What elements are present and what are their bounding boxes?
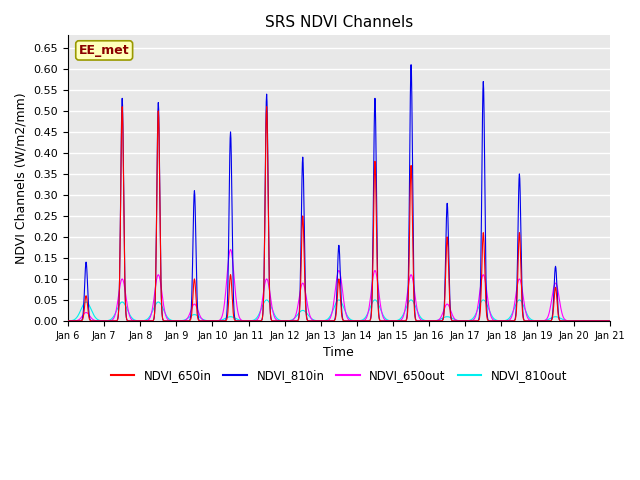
NDVI_810out: [172, 318, 179, 324]
Line: NDVI_650out: NDVI_650out: [68, 250, 609, 321]
NDVI_810out: [245, 318, 253, 324]
Legend: NDVI_650in, NDVI_810in, NDVI_650out, NDVI_810out: NDVI_650in, NDVI_810in, NDVI_650out, NDV…: [106, 364, 572, 386]
Title: SRS NDVI Channels: SRS NDVI Channels: [265, 15, 413, 30]
NDVI_810in: [541, 318, 549, 324]
NDVI_810in: [172, 318, 179, 324]
Y-axis label: NDVI Channels (W/m2/mm): NDVI Channels (W/m2/mm): [15, 92, 28, 264]
Line: NDVI_810out: NDVI_810out: [68, 300, 609, 321]
Line: NDVI_650in: NDVI_650in: [68, 107, 609, 321]
NDVI_810out: [493, 318, 501, 324]
NDVI_810in: [423, 318, 431, 324]
NDVI_650out: [184, 314, 192, 320]
NDVI_650in: [172, 318, 179, 324]
NDVI_810in: [407, 62, 415, 68]
NDVI_810out: [541, 317, 549, 323]
NDVI_650out: [227, 247, 234, 252]
NDVI_650in: [541, 318, 549, 324]
NDVI_810in: [493, 318, 501, 324]
NDVI_810out: [423, 318, 431, 324]
X-axis label: Time: Time: [323, 346, 354, 359]
NDVI_650in: [493, 318, 501, 324]
NDVI_810out: [605, 318, 613, 324]
NDVI_810out: [371, 297, 379, 303]
NDVI_650in: [185, 318, 193, 324]
NDVI_650out: [493, 318, 501, 324]
NDVI_810in: [605, 318, 613, 324]
NDVI_650in: [64, 318, 72, 324]
NDVI_650in: [118, 104, 126, 109]
Text: EE_met: EE_met: [79, 44, 129, 57]
NDVI_650out: [605, 318, 613, 324]
NDVI_650in: [423, 318, 431, 324]
NDVI_810in: [64, 318, 72, 324]
NDVI_650in: [605, 318, 613, 324]
NDVI_650out: [64, 318, 72, 324]
NDVI_810out: [64, 318, 72, 324]
NDVI_650out: [541, 317, 549, 323]
NDVI_810in: [245, 318, 253, 324]
NDVI_650out: [172, 318, 179, 324]
NDVI_650out: [423, 318, 431, 324]
Line: NDVI_810in: NDVI_810in: [68, 65, 609, 321]
NDVI_810in: [184, 318, 192, 324]
NDVI_810out: [184, 315, 192, 321]
NDVI_650in: [246, 318, 253, 324]
NDVI_650out: [246, 318, 253, 324]
